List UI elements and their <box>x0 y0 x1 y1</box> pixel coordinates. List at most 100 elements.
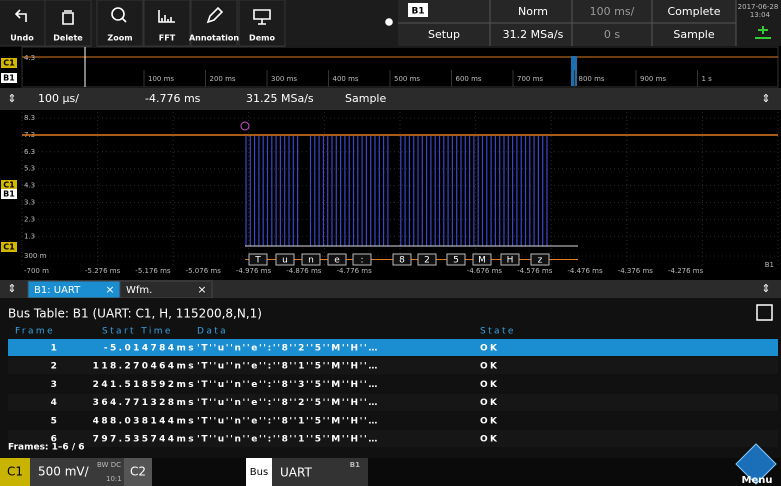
menu-logo[interactable] <box>735 443 777 485</box>
offset[interactable]: 0 s <box>604 28 620 41</box>
tag-b1 <box>1 73 17 83</box>
overview-time-label: 100 ms <box>148 75 174 83</box>
trigger-mode[interactable]: Norm <box>518 5 548 18</box>
table-row[interactable] <box>8 375 778 393</box>
y-label: 2.3 <box>24 215 35 223</box>
overview-frame <box>21 46 779 88</box>
channel-tag[interactable] <box>1 189 17 199</box>
overview-time-label: 700 ms <box>517 75 543 83</box>
zoom-position[interactable]: -4.776 ms <box>145 92 201 105</box>
bus-badge[interactable] <box>246 458 272 486</box>
frame-number: 4 <box>51 398 60 408</box>
decoded-char: 2 <box>424 256 430 266</box>
x-label: -4.476 ms <box>567 267 603 275</box>
toolbar-button[interactable] <box>96 0 144 47</box>
channel-tag[interactable] <box>1 242 17 252</box>
undo-icon <box>14 9 27 22</box>
time-scale[interactable]: 100 ms/ <box>590 5 635 18</box>
overview-time-label: 1 s <box>702 75 713 83</box>
source: B1 <box>411 7 424 17</box>
table-row[interactable] <box>8 393 778 411</box>
x-label: -4.576 ms <box>517 267 553 275</box>
setup[interactable]: Setup <box>428 28 460 41</box>
acq-state[interactable]: Complete <box>667 5 720 18</box>
frame-state: OK <box>480 362 499 372</box>
menu[interactable]: Menu <box>742 475 773 486</box>
frame-data: 'T''u''n''e'':''8''2''5''M''H''… <box>197 398 379 408</box>
overview-level: 4.3 <box>24 54 35 62</box>
decode-box <box>301 253 321 266</box>
decode-box <box>417 253 437 266</box>
overview-time-label: 600 ms <box>456 75 482 83</box>
x-label: -5.176 ms <box>135 267 171 275</box>
toolbar-label: Zoom <box>107 34 132 43</box>
demo-icon <box>253 9 271 25</box>
x-label: -4.676 ms <box>467 267 503 275</box>
zoom-arrows-right[interactable]: ⇕ <box>761 92 770 105</box>
save-icon[interactable] <box>756 304 773 321</box>
table-row[interactable] <box>8 339 778 356</box>
c2-badge[interactable] <box>124 458 152 486</box>
column-header: Frame <box>15 327 55 337</box>
zoom-mode[interactable]: Sample <box>345 92 386 105</box>
frame-data: 'T''u''n''e'':''8''2''5''M''H''… <box>197 344 379 354</box>
frame-number: 2 <box>51 362 60 372</box>
tab-arrows[interactable]: ⇕ <box>7 282 16 295</box>
overview-time-label: 200 ms <box>210 75 236 83</box>
toolbar-button[interactable] <box>238 0 286 47</box>
source-badge <box>408 3 428 17</box>
overview-time-label: 800 ms <box>579 75 605 83</box>
zoom-time-scale[interactable]: 100 µs/ <box>38 92 79 105</box>
toolbar-label: Demo <box>249 34 275 43</box>
bus-id: B1 <box>350 461 360 469</box>
start-time: 118.270464ms <box>93 362 196 372</box>
c1-badge[interactable] <box>0 458 30 486</box>
channel2: C2 <box>130 465 146 479</box>
zoom-arrows[interactable]: ⇕ <box>7 92 16 105</box>
tabs: B1: UART × Wfm. × <box>27 280 213 299</box>
decode-box <box>275 253 295 266</box>
table-row[interactable] <box>8 430 778 447</box>
date: 2017-06-28 <box>738 3 779 11</box>
toolbar-button[interactable] <box>143 0 191 47</box>
c1-settings[interactable] <box>30 458 124 486</box>
network-icon <box>755 26 771 39</box>
decoded-char: H <box>507 256 514 266</box>
sample-rate[interactable]: 31.2 MSa/s <box>503 28 564 41</box>
tab-close[interactable]: × <box>197 283 206 296</box>
channel-scale: 500 mV/ <box>38 465 90 479</box>
toolbar-icons <box>14 6 393 26</box>
frame-state: OK <box>480 344 499 354</box>
bus-tag: B1 <box>765 261 774 269</box>
toolbar-button[interactable] <box>190 0 238 47</box>
scope-area <box>0 110 781 280</box>
decode-box <box>472 253 492 266</box>
y-label: 4.3 <box>24 182 35 190</box>
table-row[interactable] <box>8 411 778 429</box>
column-header: Data <box>197 327 228 337</box>
x-label: -5.276 ms <box>85 267 121 275</box>
decoded-char: u <box>282 256 288 266</box>
bus-settings[interactable] <box>272 458 368 486</box>
channel-tag[interactable] <box>1 180 17 190</box>
decoded-char: 5 <box>453 256 459 266</box>
zoom-sample-rate[interactable]: 31.25 MSa/s <box>246 92 314 105</box>
overview-bus: B1 <box>3 74 15 83</box>
bandwidth: BW DC <box>97 461 121 469</box>
overview-time-label: 300 ms <box>271 75 297 83</box>
toolbar-button[interactable] <box>44 0 92 47</box>
channel-tag-label: C1 <box>3 243 15 252</box>
acq-mode[interactable]: Sample <box>673 28 714 41</box>
start-time: 241.518592ms <box>93 380 196 390</box>
tab-close[interactable]: × <box>105 283 114 296</box>
table-row[interactable] <box>8 357 778 375</box>
tab-arrows-right[interactable]: ⇕ <box>761 282 770 295</box>
frame-state: OK <box>480 398 499 408</box>
decoded-char: e <box>334 256 340 266</box>
frame-state: OK <box>480 435 499 445</box>
decode-box <box>248 253 268 266</box>
x-label: -5.076 ms <box>186 267 222 275</box>
